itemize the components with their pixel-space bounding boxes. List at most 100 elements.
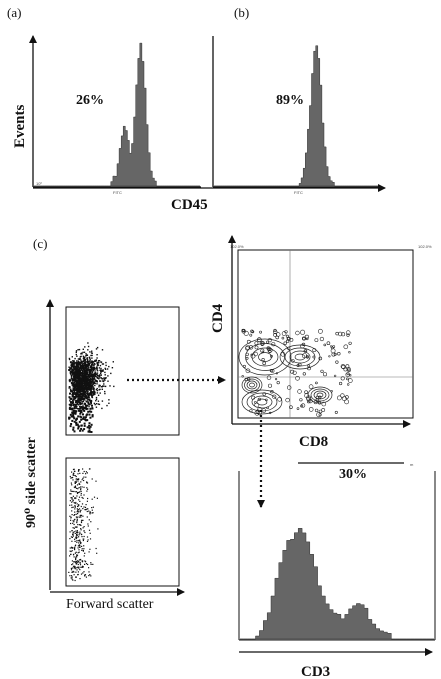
scatter-dot	[75, 353, 77, 356]
scatter-dot	[80, 411, 83, 414]
scatter-dot	[72, 426, 75, 429]
scatter-dot	[79, 516, 81, 518]
scatter-dot	[80, 396, 82, 398]
contour-dot	[291, 359, 295, 363]
scatter-dot	[78, 487, 80, 489]
scatter-dot	[83, 397, 86, 400]
scatter-dot	[76, 533, 78, 536]
scatter-dot	[68, 386, 71, 388]
scatter-dot	[96, 552, 98, 554]
contour-dot	[253, 351, 258, 357]
scatter-dot	[96, 346, 99, 349]
scatter-dot	[72, 360, 75, 363]
scatter-dot	[93, 381, 96, 384]
contour-dot	[285, 397, 290, 403]
contour-dot	[318, 395, 322, 399]
scatter-dot	[100, 370, 102, 373]
scatter-dot	[80, 524, 82, 526]
scatter-dot	[101, 388, 103, 390]
contour-dot	[261, 358, 265, 362]
scatter-dot	[73, 430, 76, 433]
scatter-dot	[94, 368, 96, 370]
scatter-dot	[85, 476, 87, 478]
scatter-dot	[81, 534, 83, 536]
scatter-dot	[75, 557, 77, 559]
scatter-dot	[73, 490, 75, 493]
scatter-dot	[88, 369, 90, 371]
contour-ring	[251, 395, 273, 409]
scatter-dot	[82, 357, 85, 360]
contour-dot	[281, 336, 285, 340]
scatter-dot	[79, 383, 82, 386]
scatter-dot	[74, 566, 76, 569]
scatter-dot	[83, 378, 86, 381]
scatter-dot	[96, 392, 99, 394]
scatter-dot	[72, 479, 74, 481]
scatter-dot	[102, 380, 105, 382]
contour-dot	[269, 354, 273, 358]
contour-ring	[246, 380, 258, 390]
scatter-dot	[79, 415, 82, 418]
contour-dot	[307, 364, 311, 368]
scatter-dot	[93, 388, 95, 391]
scatter-dot	[76, 423, 79, 426]
scatter-dot	[98, 386, 100, 388]
scatter-dot	[83, 368, 85, 370]
scatter-dot	[75, 403, 78, 406]
scatter-dot	[88, 387, 91, 390]
contour-dot	[280, 351, 286, 357]
scatter-dot	[80, 392, 83, 395]
scatter-dot	[85, 509, 87, 511]
panel-a-tick: 10⁰	[36, 181, 42, 186]
scatter-dot	[77, 409, 80, 412]
scatter-dot	[75, 417, 78, 420]
scatter-dot	[77, 513, 79, 515]
scatter-dot	[84, 406, 87, 409]
scatter-dot	[74, 506, 76, 508]
scatter-dot	[81, 561, 84, 563]
scatter-dot	[88, 427, 91, 430]
scatter-dot	[75, 562, 77, 564]
scatter-dot	[84, 376, 87, 378]
scatter-dot	[77, 395, 79, 397]
scatter-dot	[77, 473, 79, 475]
scatter-dot	[73, 521, 75, 523]
scatter-dot	[76, 369, 79, 372]
scatter-dot	[77, 349, 79, 351]
scatter-dot	[77, 480, 79, 482]
scatter-dot	[76, 530, 78, 532]
scatter-dot	[76, 377, 78, 379]
scatter-dot	[85, 400, 88, 403]
contour-dot	[335, 331, 339, 336]
scatter-dot	[68, 396, 71, 399]
scatter-dot	[74, 568, 76, 570]
scatter-dot	[99, 372, 102, 375]
contour-dot	[321, 401, 327, 407]
contour-dot	[262, 392, 267, 396]
scatter-dot	[78, 545, 80, 547]
scatter-dot	[81, 398, 84, 401]
scatter-dot	[68, 366, 70, 368]
scatter-dot	[73, 384, 76, 387]
scatter-dot	[88, 410, 91, 413]
scatter-dot	[91, 381, 94, 383]
scatter-dot	[73, 362, 76, 365]
scatter-dot	[84, 574, 86, 576]
scatter-dot	[71, 501, 73, 503]
scatter-dot	[81, 395, 83, 397]
scatter-dot	[98, 367, 101, 369]
scatter-dot	[85, 365, 87, 367]
scatter-dot	[94, 370, 96, 372]
scatter-dot	[74, 549, 76, 551]
scatter-dot	[80, 516, 82, 518]
scatter-dot	[84, 506, 87, 508]
contour-dot	[347, 378, 353, 383]
scatter-dot	[86, 380, 88, 382]
scatter-dot	[103, 383, 105, 385]
scatter-dot	[89, 548, 91, 550]
scatter-dot	[84, 560, 86, 562]
scatter-dot	[75, 350, 78, 352]
scatter-dot	[78, 561, 80, 563]
scatter-dot	[72, 392, 75, 394]
scatter-dot	[90, 385, 93, 387]
